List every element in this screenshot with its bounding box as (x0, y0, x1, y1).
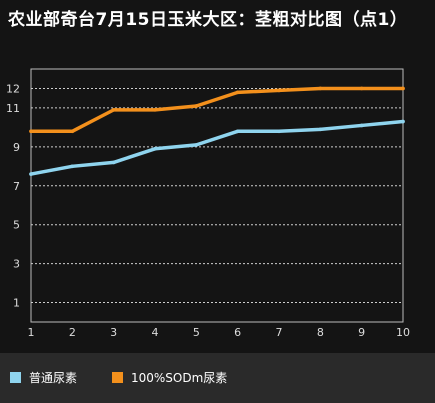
legend: 普通尿素 100%SODm尿素 (0, 353, 435, 403)
y-tick-label: 1 (13, 297, 20, 310)
data-point-series-1 (70, 164, 75, 169)
data-point-series-1 (401, 119, 405, 124)
data-point-series-1 (318, 127, 323, 132)
data-point-series-2 (359, 86, 364, 91)
plot-area (30, 68, 404, 323)
x-tick-label: 4 (152, 326, 159, 339)
data-point-series-2 (29, 129, 33, 134)
legend-swatch-series-1 (10, 372, 21, 383)
x-tick-label: 5 (193, 326, 200, 339)
data-point-series-2 (153, 108, 157, 112)
series-line-1 (29, 119, 405, 176)
x-tick-label: 10 (396, 326, 410, 339)
data-point-series-2 (194, 104, 199, 108)
data-point-series-2 (111, 108, 116, 112)
legend-item-series-2[interactable]: 100%SODm尿素 (112, 369, 227, 386)
data-point-series-1 (194, 143, 199, 147)
data-point-series-2 (318, 86, 323, 91)
x-tick-label: 1 (28, 326, 35, 339)
x-tick-label: 6 (234, 326, 241, 339)
legend-swatch-series-2 (112, 372, 123, 383)
chart-title: 农业部奇台7月15日玉米大区：茎粗对比图（点1） (8, 10, 408, 30)
y-tick-label: 5 (13, 219, 20, 232)
y-tick-label: 7 (13, 180, 20, 193)
data-point-series-1 (111, 160, 116, 165)
data-point-series-2 (277, 88, 281, 93)
legend-item-series-1[interactable]: 普通尿素 (10, 369, 77, 386)
y-tick-label: 11 (6, 102, 20, 115)
y-tick-label: 3 (13, 258, 20, 271)
data-point-series-2 (70, 129, 75, 134)
x-tick-label: 8 (317, 326, 324, 339)
data-point-series-2 (235, 90, 240, 95)
data-point-series-1 (277, 129, 281, 134)
legend-label-series-1: 普通尿素 (29, 371, 78, 385)
x-tick-label: 3 (110, 326, 117, 339)
data-point-series-1 (153, 146, 157, 151)
y-tick-label: 9 (13, 141, 20, 154)
data-point-series-1 (235, 129, 240, 134)
legend-label-series-2: 100%SODm尿素 (131, 371, 228, 385)
x-tick-label: 7 (276, 326, 283, 339)
y-tick-label: 12 (6, 82, 20, 95)
x-tick-label: 2 (69, 326, 76, 339)
data-point-series-2 (401, 86, 405, 91)
data-point-series-1 (359, 123, 364, 128)
series-line-2 (29, 86, 405, 134)
data-point-series-1 (29, 172, 33, 176)
x-tick-label: 9 (358, 326, 365, 339)
